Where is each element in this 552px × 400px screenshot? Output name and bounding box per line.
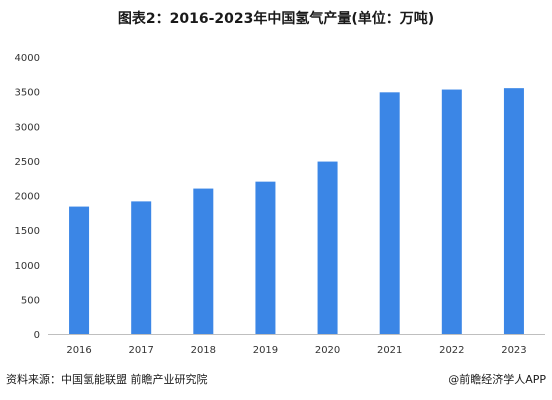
bar-2016 xyxy=(69,206,90,334)
y-axis-ticks: 0 500 1000 1500 2000 2500 3000 3500 4000 xyxy=(15,53,40,341)
bar-2022 xyxy=(441,89,462,334)
y-tick-label: 1500 xyxy=(15,226,40,237)
chart-title: 图表2：2016-2023年中国氢气产量(单位：万吨) xyxy=(117,11,435,27)
x-tick-label: 2020 xyxy=(315,345,340,356)
bar-2020 xyxy=(317,161,338,334)
y-tick-label: 2000 xyxy=(15,192,40,203)
x-tick-label: 2023 xyxy=(501,345,526,356)
bar-2017 xyxy=(131,201,152,334)
bars xyxy=(69,88,524,334)
x-tick-label: 2022 xyxy=(439,345,464,356)
bar-2023 xyxy=(503,88,524,334)
x-tick-label: 2019 xyxy=(253,345,278,356)
bar-2019 xyxy=(255,181,276,334)
y-tick-label: 3500 xyxy=(15,88,40,99)
x-tick-label: 2018 xyxy=(191,345,216,356)
y-tick-label: 1000 xyxy=(15,261,40,272)
credit-note: @前瞻经济学人APP xyxy=(448,373,546,386)
x-tick-label: 2016 xyxy=(66,345,91,356)
y-tick-label: 500 xyxy=(21,295,40,306)
y-tick-label: 3000 xyxy=(15,122,40,133)
bar-2021 xyxy=(379,92,400,334)
bar-2018 xyxy=(193,188,214,334)
x-tick-label: 2021 xyxy=(377,345,402,356)
source-note: 资料来源：中国氢能联盟 前瞻产业研究院 xyxy=(6,373,208,386)
y-tick-label: 2500 xyxy=(15,157,40,168)
y-tick-label: 4000 xyxy=(15,53,40,64)
y-tick-label: 0 xyxy=(34,330,40,341)
x-axis-ticks: 2016 2017 2018 2019 2020 2021 2022 2023 xyxy=(66,345,526,356)
x-tick-label: 2017 xyxy=(128,345,153,356)
